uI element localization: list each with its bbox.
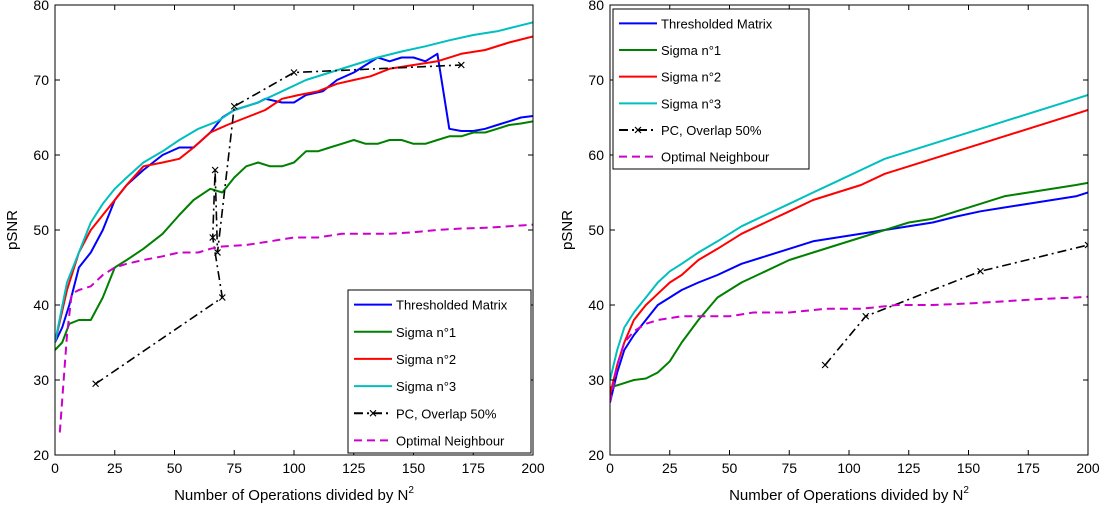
y-axis-label: pSNR xyxy=(559,210,576,250)
y-tick-label: 20 xyxy=(33,447,49,463)
series-line-pc-overlap-50- xyxy=(824,244,1088,366)
legend-label: Thresholded Matrix xyxy=(396,298,508,313)
legend-label: Sigma n°1 xyxy=(661,43,721,58)
x-tick-label: 100 xyxy=(282,460,306,476)
series-line-sigma-n-2 xyxy=(610,109,1088,396)
y-tick-label: 60 xyxy=(588,147,604,163)
x-tick-label: 0 xyxy=(606,460,614,476)
series-line-optimal-neighbour xyxy=(610,295,1088,403)
y-tick-label: 30 xyxy=(33,372,49,388)
chart-panel-1: 0 25 50 75 100 125 150 175 200 20 30 40 50 60 70 80 Numb… xyxy=(4,0,545,504)
x-tick-label: 100 xyxy=(837,460,861,476)
data-point-marker xyxy=(977,267,984,275)
y-tick-label: 70 xyxy=(588,72,604,88)
x-tick-label: 175 xyxy=(462,460,486,476)
y-axis-label: pSNR xyxy=(4,210,21,250)
legend-label: PC, Overlap 50% xyxy=(661,123,762,138)
legend-marker xyxy=(634,126,642,134)
series-line-sigma-n-2 xyxy=(55,35,533,343)
y-tick-label: 80 xyxy=(33,0,49,13)
x-tick-label: 150 xyxy=(402,460,426,476)
legend-label: PC, Overlap 50% xyxy=(396,406,497,421)
series-line-sigma-n-1 xyxy=(55,120,533,351)
legend-marker xyxy=(369,409,377,417)
y-tick-label: 60 xyxy=(33,147,49,163)
data-point-marker xyxy=(209,234,217,241)
data-point-marker xyxy=(92,380,100,388)
legend-label: Optimal Neighbour xyxy=(661,150,770,165)
data-point-marker xyxy=(211,166,219,174)
x-tick-label: 200 xyxy=(1076,460,1100,476)
data-point-marker xyxy=(457,61,465,69)
data-point-marker xyxy=(862,312,870,320)
legend-box xyxy=(347,289,532,454)
series-line-sigma-n-3 xyxy=(55,21,533,343)
x-tick-label: 150 xyxy=(957,460,981,476)
x-tick-label: 0 xyxy=(51,460,59,476)
y-tick-label: 80 xyxy=(588,0,604,13)
legend-label: Optimal Neighbour xyxy=(396,433,505,448)
x-axis-label: Number of Operations divided by N2 xyxy=(174,485,414,504)
data-point-marker xyxy=(218,294,226,301)
legend-label: Thresholded Matrix xyxy=(661,16,773,31)
x-tick-label: 125 xyxy=(897,460,921,476)
series-line-sigma-n-1 xyxy=(610,181,1088,389)
y-tick-label: 50 xyxy=(33,222,49,238)
legend-box xyxy=(612,8,810,170)
data-point-marker xyxy=(230,102,238,110)
legend-label: Sigma n°2 xyxy=(661,70,721,85)
series-line-thresholded-matrix xyxy=(610,191,1088,403)
x-tick-label: 75 xyxy=(781,460,797,476)
data-point-marker xyxy=(821,361,829,369)
series-group xyxy=(55,21,533,433)
y-tick-label: 50 xyxy=(588,222,604,238)
x-axis-label: Number of Operations divided by N2 xyxy=(729,485,969,504)
legend-label: Sigma n°1 xyxy=(396,325,456,340)
x-tick-label: 25 xyxy=(107,460,123,476)
legend-label: Sigma n°2 xyxy=(396,352,456,367)
data-point-marker xyxy=(1084,241,1088,249)
chart-panel-2: 0 25 50 75 100 125 150 175 200 20 30 40 50 60 70 80 Numb… xyxy=(559,0,1100,504)
x-tick-label: 50 xyxy=(722,460,738,476)
legend: Thresholded Matrix Sigma n°1 Sigma n°2 Sigm… xyxy=(347,289,532,454)
series-line-sigma-n-3 xyxy=(610,94,1088,381)
legend-label: Sigma n°3 xyxy=(661,96,721,111)
x-tick-label: 25 xyxy=(662,460,678,476)
x-tick-label: 75 xyxy=(226,460,242,476)
y-tick-label: 30 xyxy=(588,372,604,388)
y-tick-label: 40 xyxy=(588,297,604,313)
data-point-marker xyxy=(290,69,298,76)
y-tick-label: 70 xyxy=(33,72,49,88)
y-tick-label: 20 xyxy=(588,447,604,463)
series-group xyxy=(610,94,1088,403)
y-tick-label: 40 xyxy=(33,297,49,313)
legend-label: Sigma n°3 xyxy=(396,379,456,394)
series-line-optimal-neighbour xyxy=(58,223,533,433)
x-tick-label: 200 xyxy=(521,460,545,476)
legend: Thresholded Matrix Sigma n°1 Sigma n°2 Sigm… xyxy=(612,8,810,170)
x-tick-label: 175 xyxy=(1017,460,1041,476)
data-point-marker xyxy=(214,249,221,256)
x-tick-label: 50 xyxy=(167,460,183,476)
x-tick-label: 125 xyxy=(342,460,366,476)
